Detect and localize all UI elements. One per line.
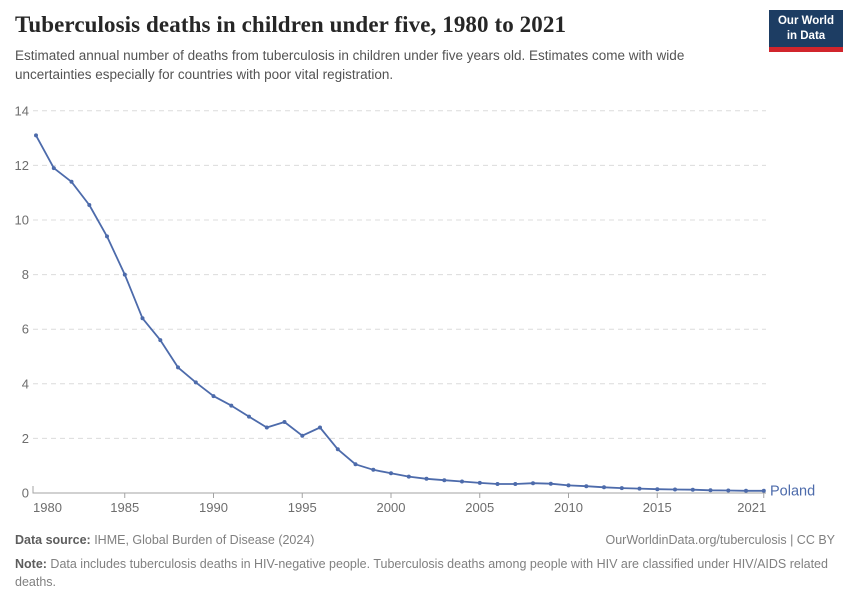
data-point [406,474,411,479]
data-point [105,234,109,239]
data-point [264,425,269,430]
data-point [211,394,216,399]
data-point [655,487,660,492]
data-point [531,481,535,486]
line-chart: 0 2 4 6 8 10 12 14 1980 1985 1990 1995 2000 2005 2010 2… [15,103,816,515]
data-line [35,134,765,492]
note-text: Data includes tuberculosis deaths in HIV… [15,557,828,589]
x-axis-tick-label: 2005 [465,500,494,515]
data-point [335,447,340,452]
data-point [193,380,198,385]
x-axis-tick-label: 2010 [554,500,583,515]
data-point [371,467,376,472]
data-source: Data source: IHME, Global Burden of Dise… [15,532,314,549]
y-axis-tick-label: 2 [22,431,29,446]
page-title: Tuberculosis deaths in children under fi… [15,12,567,37]
data-source-text: IHME, Global Burden of Disease (2024) [90,533,315,547]
data-point [318,425,322,430]
chart-header: Tuberculosis deaths in children under fi… [15,12,750,85]
y-axis-tick-label: 14 [15,103,29,118]
data-point [673,487,677,492]
data-point [477,480,482,485]
data-point [158,338,163,343]
x-axis-tick-label: 1995 [288,500,317,515]
x-axis-line [32,486,766,494]
data-point [637,486,642,491]
series-end-label[interactable]: Poland [770,483,815,499]
y-axis-tick-label: 6 [22,322,29,337]
x-axis-tick-label: 1985 [110,500,139,515]
data-point [282,420,287,424]
note-label: Note: [15,557,47,572]
data-source-label: Data source: [15,533,91,547]
x-axis-tick-label: 1990 [199,500,228,515]
data-point [602,485,606,490]
data-point [389,471,393,476]
owid-logo-line2: in Data [786,29,826,42]
owid-logo-line1: Our World [777,15,834,28]
data-point [619,486,624,491]
data-point [424,476,429,481]
data-point [300,433,305,438]
data-point [51,166,56,171]
data-point [353,462,358,467]
data-point [176,365,180,370]
y-axis-tick-label: 8 [22,267,29,282]
y-axis-tick-label: 0 [22,486,29,501]
x-axis-tick-label: 2021 [737,500,766,515]
y-axis-tick-label: 12 [15,158,29,173]
y-axis-tick-label: 10 [15,213,29,228]
data-point [69,179,74,184]
data-point [442,478,447,483]
data-point [140,316,145,321]
data-point [87,203,92,207]
data-point [229,403,234,408]
owid-logo[interactable]: Our World in Data [769,10,843,52]
data-point [122,272,127,277]
x-axis-tick-label: 2015 [643,500,672,515]
chart-note: Note: Data includes tuberculosis deaths … [15,556,835,591]
data-point [584,484,589,489]
source-row: Data source: IHME, Global Burden of Dise… [15,532,835,549]
data-point [247,414,251,419]
data-point [744,488,748,493]
data-point [513,482,518,486]
x-axis-tick-label: 1980 [33,500,62,515]
chart-subtitle: Estimated annual number of deaths from t… [15,48,685,82]
data-point [566,483,571,488]
data-point [460,479,464,484]
data-point [761,488,766,493]
data-point [495,482,500,486]
y-axis-tick-label: 4 [22,376,29,391]
x-axis-tick-label: 2000 [377,500,406,515]
data-point [548,481,553,486]
data-point [34,133,38,138]
owid-cc-by-link[interactable]: OurWorldinData.org/tuberculosis | CC BY [605,533,836,547]
data-point [726,488,731,493]
data-point [690,487,695,492]
chart-footer: Data source: IHME, Global Burden of Dise… [15,532,835,591]
data-point [708,488,713,493]
